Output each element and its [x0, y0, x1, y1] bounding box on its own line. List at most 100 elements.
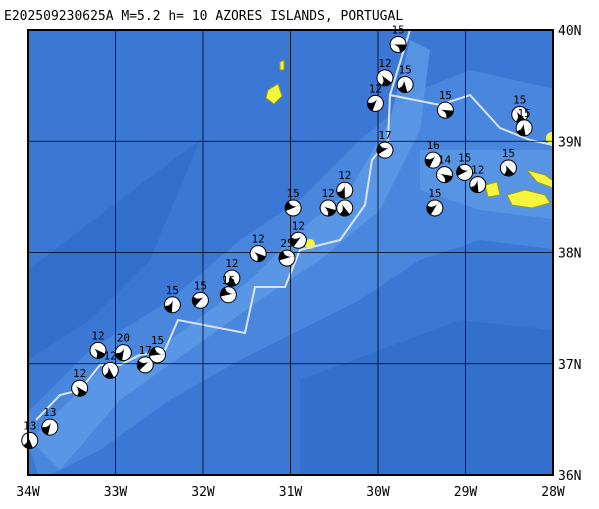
beachball-quadrant: [104, 363, 115, 379]
beachball-quadrant: [378, 73, 392, 86]
depth-label: 12: [338, 169, 351, 182]
beachball-quadrant: [72, 384, 87, 397]
x-tick-label: 34W: [16, 485, 40, 500]
depth-label: 15: [502, 147, 515, 160]
beachball-quadrant: [164, 296, 174, 313]
y-tick-label: 38N: [558, 247, 581, 262]
depth-label: 15: [518, 107, 531, 120]
focal-mechanism: 15: [456, 151, 474, 181]
beachball-quadrant: [90, 347, 106, 359]
beachball-quadrant: [437, 109, 454, 119]
focal-mechanism: 15: [389, 23, 407, 53]
beachball-quadrant: [436, 173, 453, 183]
focal-mechanism: 16: [424, 139, 442, 169]
map-frame: [27, 29, 554, 476]
beachball-quadrant: [470, 176, 479, 193]
focal-mechanism: 12: [336, 169, 354, 199]
beachball-quadrant: [425, 152, 437, 168]
y-tick-label: 37N: [558, 358, 581, 373]
beachball-quadrant: [250, 250, 266, 262]
x-tick-label: 29W: [454, 485, 478, 500]
depth-label: 12: [73, 367, 86, 380]
depth-label: 13: [23, 420, 36, 433]
x-tick-label: 33W: [104, 485, 128, 500]
focal-mechanism: 15: [436, 89, 454, 119]
beachball-quadrant: [320, 205, 336, 216]
focal-mechanism: 12: [376, 57, 394, 87]
focal-mechanism: 14: [436, 154, 453, 184]
focal-mechanism: 13: [41, 406, 59, 436]
depth-label: 12: [252, 233, 265, 246]
y-tick-label: 40N: [558, 24, 581, 39]
focal-mechanism: 15: [511, 94, 529, 124]
depth-label: 16: [222, 274, 235, 287]
depth-label: 17: [139, 344, 152, 357]
depth-label: 12: [91, 329, 104, 342]
depth-label: 16: [427, 139, 440, 152]
focal-mechanism: 15: [426, 187, 444, 217]
beachball-quadrant: [279, 251, 295, 261]
depth-label: 12: [471, 164, 484, 177]
focal-mechanism: 12: [249, 233, 267, 263]
depth-label: 25: [280, 237, 293, 250]
focal-mechanism: 15: [499, 147, 517, 177]
depth-label: 17: [378, 129, 391, 142]
focal-mechanism: 15: [396, 64, 414, 94]
focal-mechanism: 12: [469, 164, 487, 194]
depth-label: 15: [287, 187, 300, 200]
focal-mechanism: 15: [515, 107, 533, 137]
beachball-quadrant: [220, 287, 237, 297]
x-tick-label: 30W: [366, 485, 390, 500]
beachball-quadrant: [516, 120, 526, 136]
depth-label: 12: [225, 257, 238, 270]
focal-mechanism: 12: [319, 187, 337, 217]
focal-mechanism: 16: [219, 274, 237, 304]
beachball-quadrant: [339, 201, 350, 216]
beachball-quadrant: [390, 44, 407, 53]
focal-mechanism: 15: [163, 284, 181, 314]
depth-label: 12: [378, 57, 391, 70]
beachball-quadrant: [426, 201, 439, 215]
beachball-quadrant: [456, 166, 472, 177]
focal-mechanism: 12: [289, 219, 307, 249]
depth-label: 13: [43, 406, 56, 419]
depth-label: 12: [292, 219, 305, 232]
depth-label: 15: [439, 89, 452, 102]
beachball-quadrant: [115, 344, 125, 361]
beachball-quadrant: [226, 271, 237, 287]
beachball-quadrant: [192, 294, 206, 307]
focal-mechanism: 15: [191, 279, 209, 309]
focal-mechanism: 12: [71, 367, 89, 397]
beachball-quadrant: [367, 95, 379, 111]
depth-label: 12: [369, 82, 382, 95]
beachball-quadrant: [290, 233, 304, 247]
y-tick-label: 36N: [558, 469, 581, 484]
depth-label: 12: [322, 187, 335, 200]
beachball-quadrant: [41, 419, 52, 435]
focal-mechanism: 17: [376, 129, 394, 159]
focal-mechanism: 17: [136, 344, 154, 374]
x-tick-label: 28W: [541, 485, 565, 500]
depth-label: 20: [117, 332, 130, 345]
beachball-quadrant: [502, 162, 514, 176]
focal-mechanism: 12: [89, 329, 107, 359]
beachball-quadrant: [137, 359, 152, 371]
depth-label: 15: [194, 279, 207, 292]
depth-label: 15: [166, 284, 179, 297]
depth-label: 15: [428, 187, 441, 200]
beachball-quadrant: [513, 109, 526, 123]
depth-label: 15: [399, 64, 412, 77]
focal-mechanism: 12: [101, 349, 119, 379]
focal-mechanism: 25: [278, 237, 296, 267]
depth-label: 14: [438, 154, 452, 167]
beachball-quadrant: [285, 201, 301, 211]
beachball-quadrant: [149, 347, 166, 356]
focal-mechanism: 20: [114, 332, 132, 362]
depth-label: 12: [104, 349, 117, 362]
depth-label: 15: [513, 94, 526, 107]
focal-mechanism: 15: [284, 187, 302, 217]
depth-label: 15: [458, 151, 471, 164]
beachball-quadrant: [377, 144, 392, 155]
x-tick-label: 32W: [191, 485, 215, 500]
